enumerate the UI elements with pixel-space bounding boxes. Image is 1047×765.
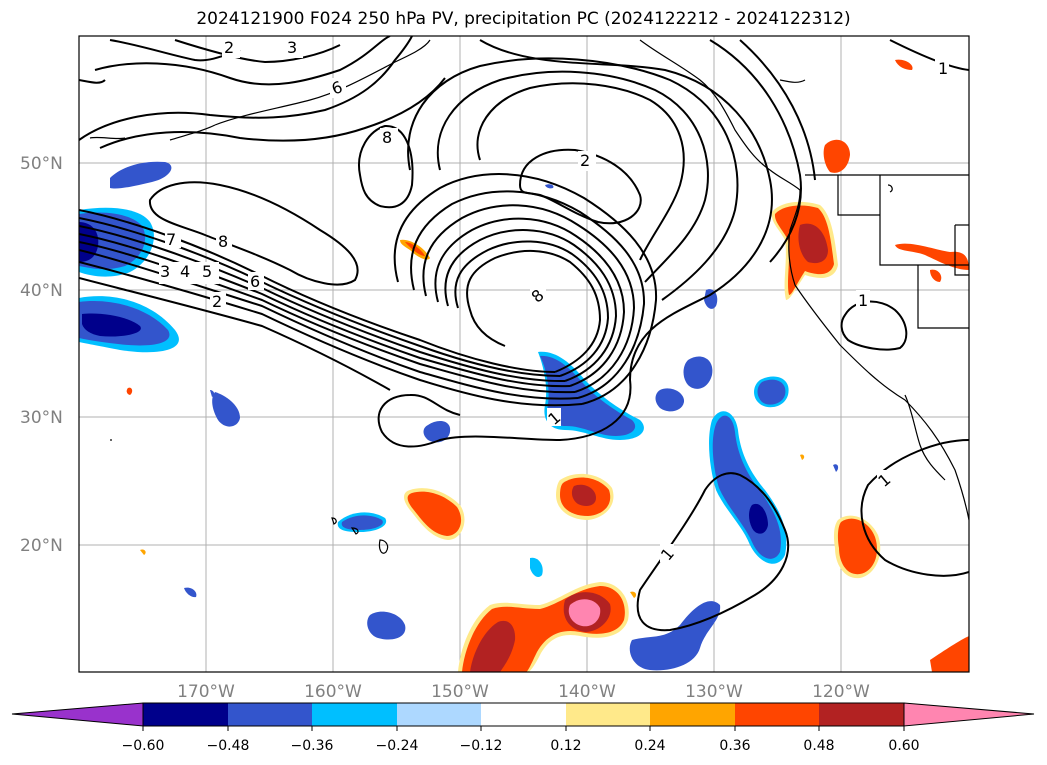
colorbar-swatch: [566, 703, 650, 726]
colorbar-tick-label: 0.60: [888, 738, 919, 754]
contour-label: 1: [858, 291, 868, 310]
colorbar-swatch: [312, 703, 397, 726]
longitude-labels: 170°W 160°W 150°W 140°W 130°W 120°W: [177, 682, 870, 702]
map-area: [79, 36, 969, 672]
contour-label: 6: [250, 272, 260, 291]
colorbar-extend-low: [11, 702, 144, 727]
precip-positive-shading: [126, 59, 969, 672]
contour-label: 8: [382, 128, 392, 147]
colorbar-swatch: [735, 703, 819, 726]
lon-label: 160°W: [304, 682, 362, 702]
colorbar-tick-label: 0.12: [550, 738, 581, 754]
colorbar-tick-label: 0.24: [634, 738, 665, 754]
pv-contours: [79, 36, 969, 632]
latitude-labels: 50°N 40°N 30°N 20°N: [20, 154, 63, 556]
colorbar: −0.60 −0.48 −0.36 −0.24 −0.12 0.12 0.24 …: [11, 702, 1035, 754]
colorbar-swatch: [819, 703, 904, 726]
coastlines: [89, 39, 969, 554]
contour-label: 2: [212, 292, 222, 311]
contour-label: 3: [160, 262, 170, 281]
colorbar-swatch: [228, 703, 312, 726]
colorbar-swatch: [650, 703, 735, 726]
lon-label: 140°W: [558, 682, 616, 702]
lon-label: 170°W: [177, 682, 235, 702]
colorbar-tick-label: 0.48: [803, 738, 834, 754]
contour-label: 1: [938, 59, 948, 78]
colorbar-tick-label: 0.36: [719, 738, 750, 754]
colorbar-tick-label: −0.12: [460, 738, 503, 754]
map-frame: [78, 35, 970, 673]
contour-label: 4: [180, 262, 190, 281]
colorbar-tick-label: −0.36: [291, 738, 334, 754]
contour-label: 2: [580, 151, 590, 170]
colorbar-swatch: [397, 703, 481, 726]
colorbar-swatch: [143, 703, 228, 726]
contour-labels: 2 3 6 8 2 7 8 3 4 5 6 2 8 1 1: [159, 38, 949, 564]
contour-label: 3: [287, 38, 297, 57]
lat-label: 50°N: [20, 154, 63, 174]
colorbar-tick-label: −0.24: [376, 738, 419, 754]
lat-label: 40°N: [20, 281, 63, 301]
contour-label: 8: [218, 232, 228, 251]
colorbar-swatch: [481, 703, 566, 726]
colorbar-tick-label: −0.48: [207, 738, 250, 754]
contour-label: 7: [166, 230, 176, 249]
lon-label: 130°W: [685, 682, 743, 702]
lat-label: 20°N: [20, 536, 63, 556]
lon-label: 120°W: [812, 682, 870, 702]
lon-label: 150°W: [431, 682, 489, 702]
map-title: 2024121900 F024 250 hPa PV, precipitatio…: [196, 9, 851, 29]
contour-label: 2: [224, 38, 234, 57]
contour-label: 5: [202, 262, 212, 281]
lat-label: 30°N: [20, 408, 63, 428]
colorbar-tick-label: −0.60: [122, 738, 165, 754]
colorbar-extend-high: [903, 702, 1035, 727]
